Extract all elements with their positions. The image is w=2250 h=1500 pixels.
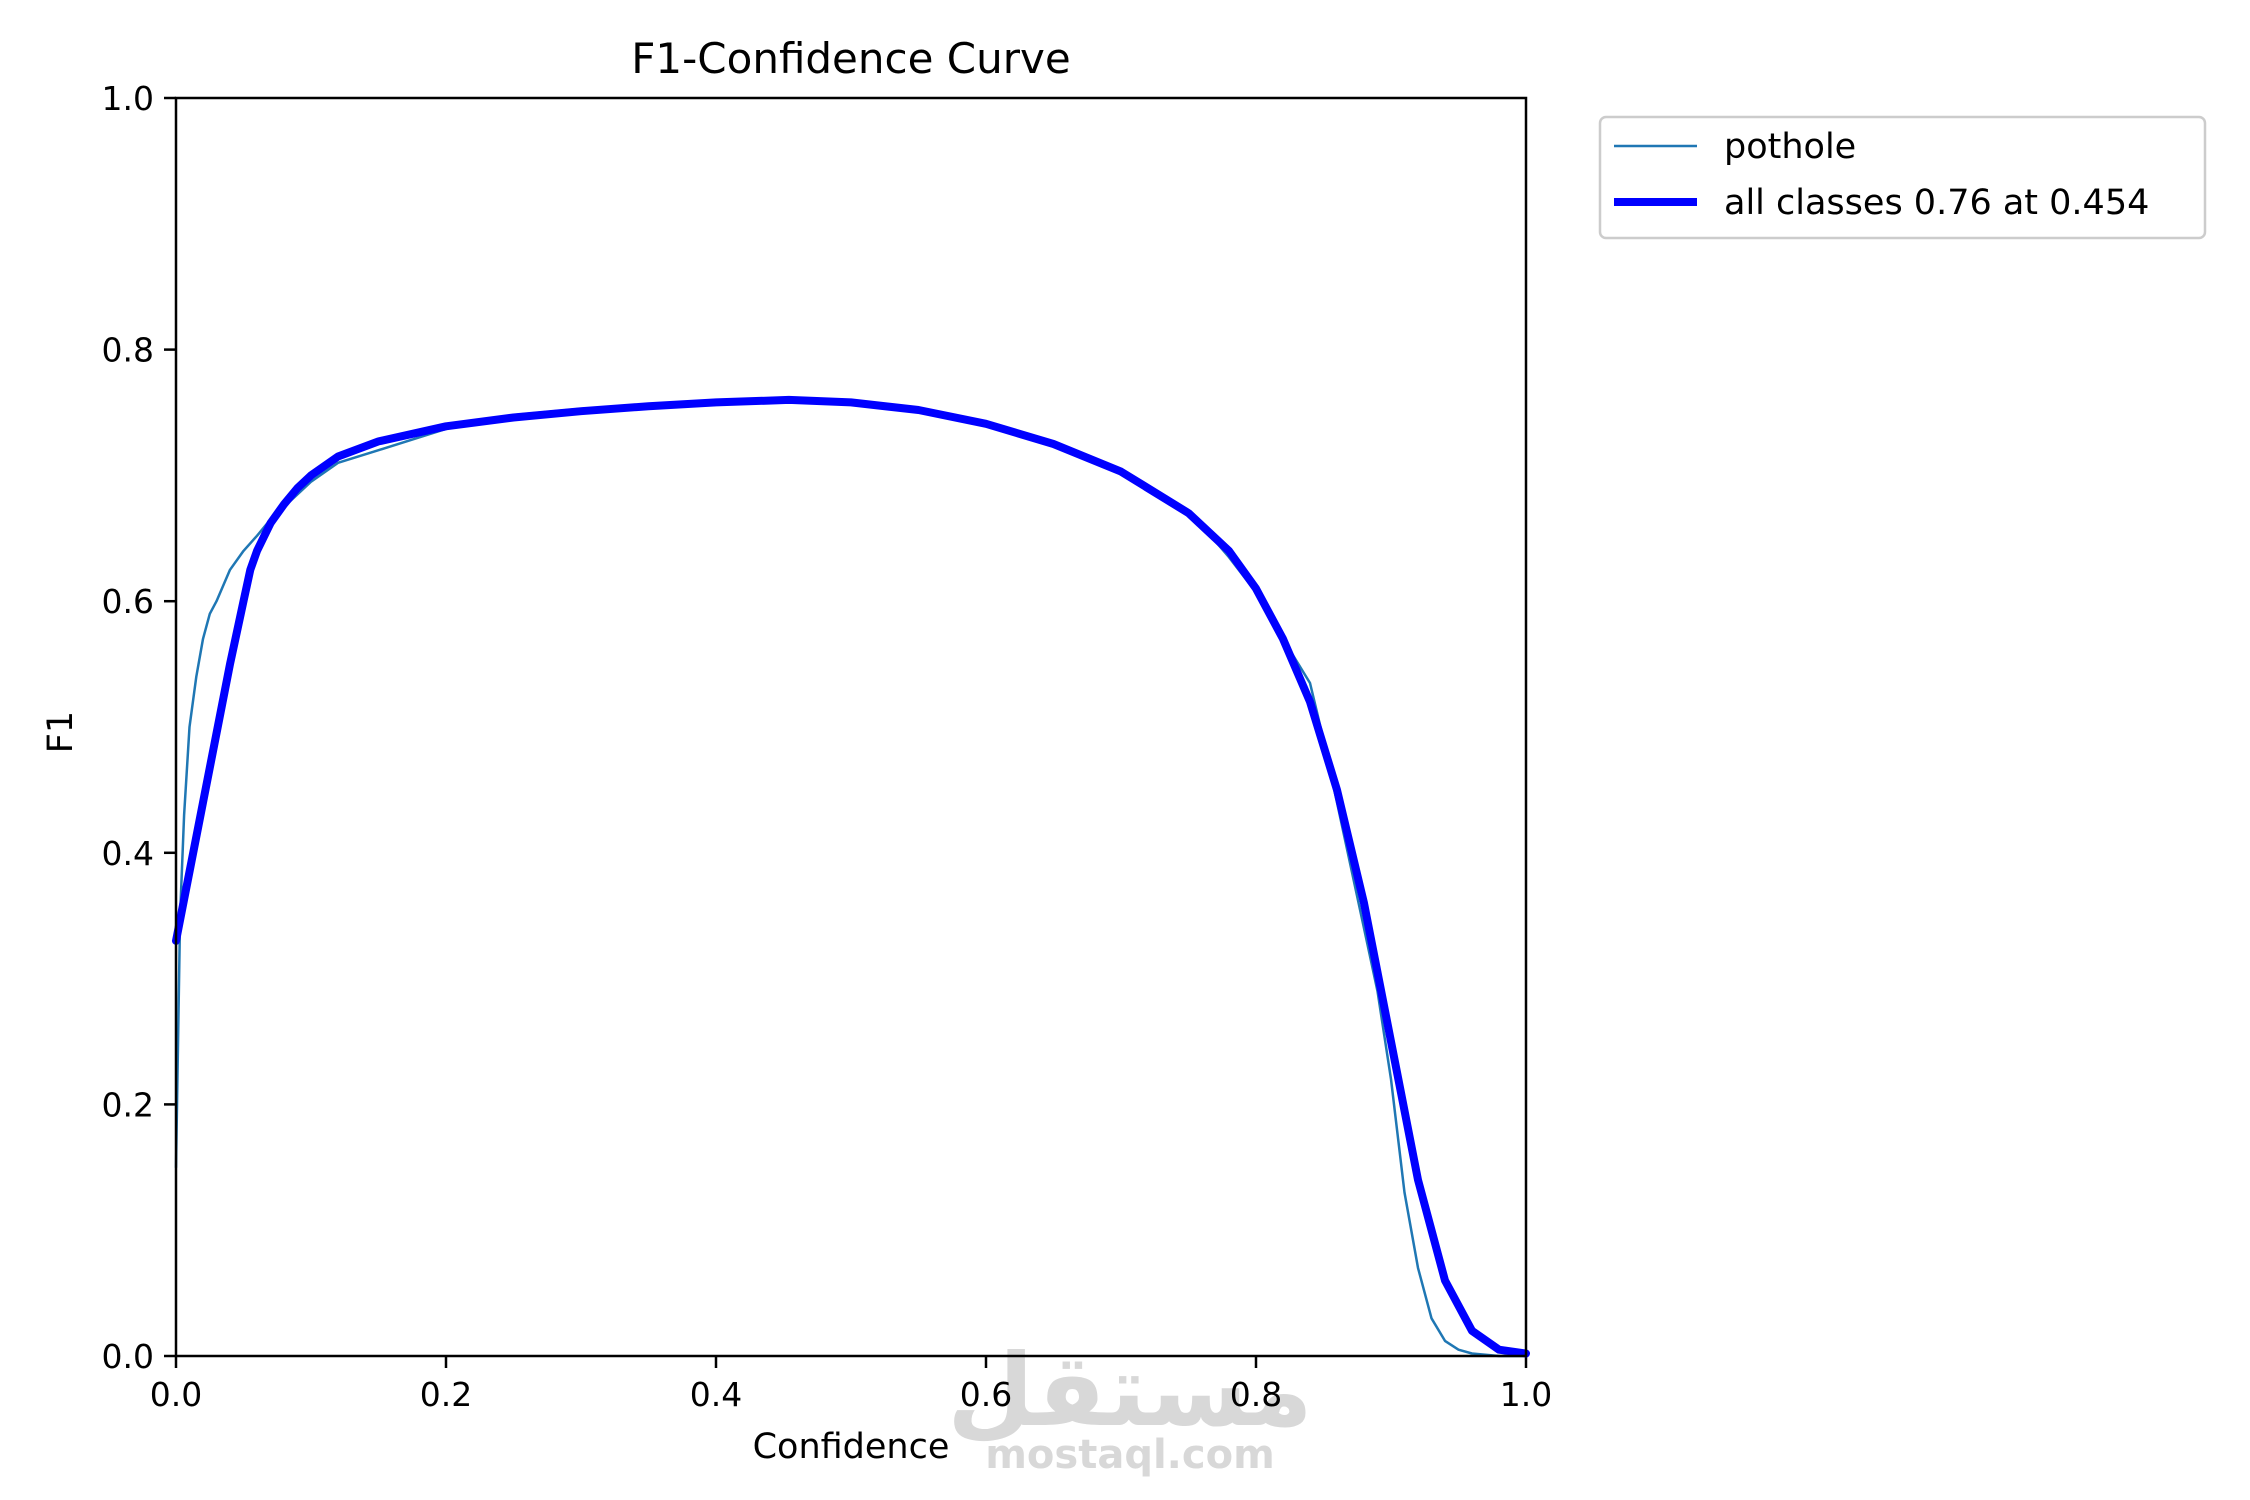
legend-label-all-classes: all classes 0.76 at 0.454 [1724, 183, 2149, 223]
y-axis-label: F1 [41, 711, 81, 753]
y-tick-label: 0.4 [102, 834, 154, 873]
watermark: مستقل mostaql.com [947, 1332, 1313, 1478]
x-tick-label: 0.0 [150, 1375, 202, 1414]
watermark-arabic: مستقل [947, 1332, 1313, 1449]
x-tick-label: 0.6 [960, 1375, 1012, 1414]
series-line-all-classes [172, 395, 1530, 1358]
legend: pothole all classes 0.76 at 0.454 [1598, 115, 2207, 240]
x-tick-label: 0.2 [420, 1375, 472, 1414]
x-tick-label: 0.4 [690, 1375, 742, 1414]
legend-box [1598, 115, 2207, 240]
series-lines [172, 395, 1530, 1358]
chart-title: F1-Confidence Curve [631, 34, 1070, 83]
y-axis-ticks: 0.0 0.2 0.4 0.6 0.8 1.0 [102, 79, 176, 1376]
plot-frame [174, 96, 1528, 1358]
y-tick-label: 0.0 [102, 1337, 154, 1376]
y-tick-label: 0.2 [102, 1085, 154, 1124]
series-line-pothole [174, 398, 1528, 1358]
x-axis-ticks: 0.0 0.2 0.4 0.6 0.8 1.0 [150, 1356, 1552, 1414]
legend-label-pothole: pothole [1724, 127, 1856, 167]
y-tick-label: 1.0 [102, 79, 154, 118]
y-tick-label: 0.6 [102, 582, 154, 621]
x-axis-label: Confidence [753, 1427, 950, 1467]
y-tick-label: 0.8 [102, 331, 154, 370]
x-tick-label: 1.0 [1500, 1375, 1552, 1414]
x-tick-label: 0.8 [1230, 1375, 1282, 1414]
watermark-latin: mostaql.com [985, 1432, 1275, 1478]
